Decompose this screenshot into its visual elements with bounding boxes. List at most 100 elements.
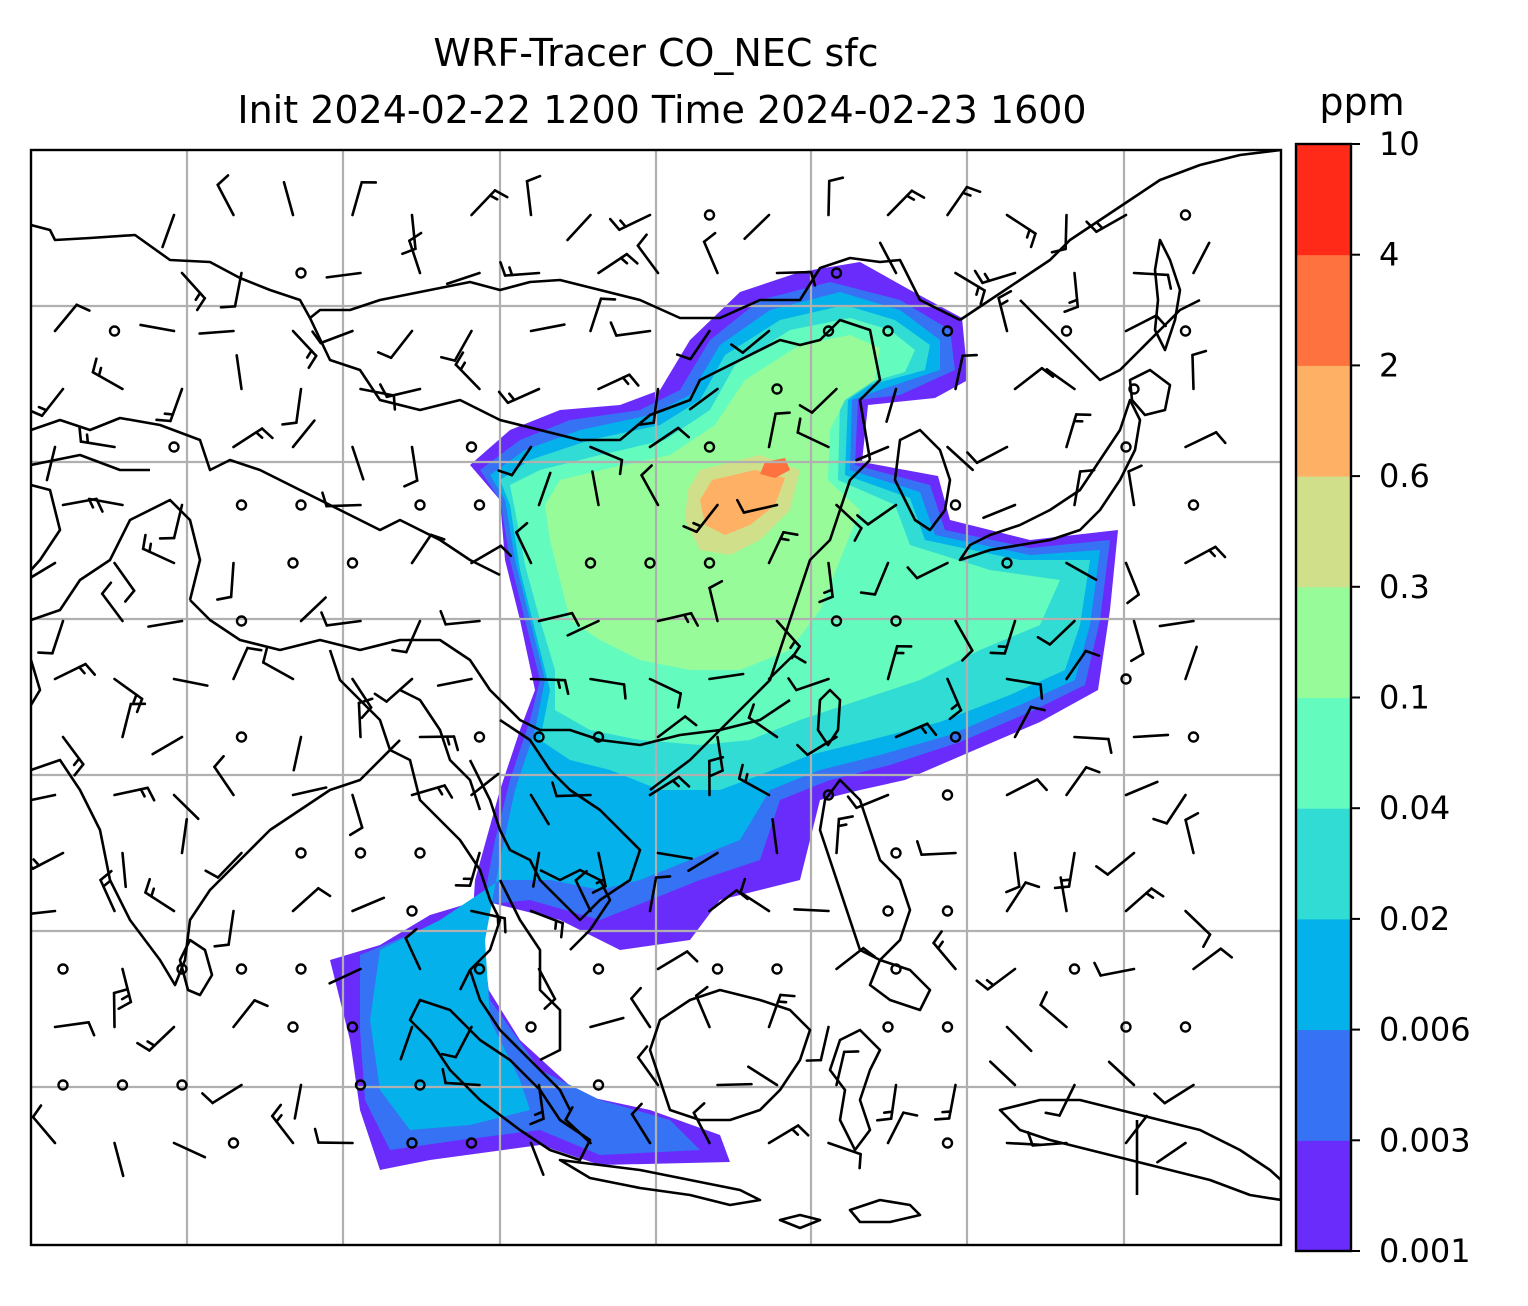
wind-barb [321,491,362,508]
wind-barb [736,498,779,514]
wind-barb [1073,468,1096,507]
wind-barb [537,611,581,627]
wind-barb [198,329,235,335]
wind-barb [410,784,454,799]
wind-barb [436,677,473,687]
wind-barb [61,735,85,777]
wind-barb [946,185,982,217]
wind-barb [216,174,235,217]
wind-barb [144,877,176,913]
wind-barb [313,1127,354,1145]
wind-barb [320,611,362,627]
wind-barb [835,1050,860,1087]
wind-barb [767,653,807,681]
wind-barb [1127,464,1143,507]
wind-barb [1063,271,1080,314]
wind-barb [180,818,189,855]
wind-barb [589,677,627,700]
wind-barb [551,781,592,798]
wind-barb [1152,793,1187,825]
wind-barb [470,544,513,565]
wind-barb [597,252,639,275]
wind-barb [376,329,414,360]
wind-barb [351,896,386,913]
wind-barb [139,323,176,333]
wind-barb [161,213,176,249]
wind-barb [404,927,422,971]
wind-barb [747,1065,779,1087]
wind-barb [204,851,243,879]
wind-barb [113,677,144,714]
calm-wind-circle [1187,731,1200,743]
wind-barb [1005,778,1048,797]
wind-barb [589,297,617,333]
wind-barb [391,619,422,654]
wind-barb [454,351,481,391]
calm-wind-circle [822,789,835,801]
wind-barb [1005,881,1041,913]
concentration-band-0.6 [700,470,785,535]
wind-barb [529,793,550,826]
wind-barb [1107,1060,1136,1087]
wind-barb [591,851,607,894]
figure-title-line1: WRF-Tracer CO_NEC sfc [433,31,878,75]
wind-barb [216,561,235,601]
wind-barb [775,270,817,287]
wind-barb [787,677,830,692]
wind-barb [1095,851,1136,876]
calm-wind-circle [346,1021,359,1033]
island-borneo [648,988,812,1122]
wind-barb [1124,887,1165,913]
wind-barb [213,909,235,948]
island-sakhalin [1153,238,1182,352]
colorbar-tick-label: 10 [1379,125,1420,163]
wind-barb [1093,961,1136,977]
island-sulawesi [828,1028,882,1152]
wind-barb [946,445,974,472]
colorbar-segment [1296,808,1351,920]
wind-barb [688,387,719,411]
wind-barb [53,662,97,681]
wind-barb [1005,851,1021,894]
calm-wind-circle [295,963,307,975]
coastline [1019,298,1201,382]
wind-barb [591,470,600,507]
border-line [31,223,961,322]
wind-barb [856,503,898,526]
wind-barb [1156,1141,1187,1164]
colorbar-segment [1296,144,1351,256]
wind-barb [172,1141,207,1159]
wind-barb [827,1141,862,1170]
wind-barb [497,445,533,477]
colorbar-tick-label: 0.003 [1379,1121,1471,1159]
calm-wind-circle [592,963,605,975]
calm-wind-circle [1128,383,1140,395]
colorbar: ppm 0.001 0.003 0.006 0.02 0.04 0.1 0.3 0.6 2 4 10 [1294,80,1471,1270]
colorbar-tick-label: 0.1 [1379,679,1430,717]
wind-barb [299,596,327,623]
calm-wind-circle [941,325,954,337]
wind-barb [982,503,1017,520]
calm-wind-circle [644,557,656,569]
calm-wind-circle [354,1079,367,1091]
wind-barb [113,561,136,603]
calm-wind-circle [882,1021,894,1033]
wind-barb [357,697,374,739]
calm-wind-circle [949,731,962,743]
calm-wind-circle [287,1021,299,1033]
colorbar-tick-label: 0.3 [1379,568,1430,606]
wind-barb [638,387,660,426]
calm-wind-circle [1068,963,1081,975]
wind-barb [989,619,1017,655]
border-line [328,649,502,991]
colorbar-tick-label: 0.001 [1379,1232,1471,1270]
wind-barb [1153,1083,1195,1105]
wind-barb [796,417,830,449]
calm-wind-circle [703,441,716,453]
wind-barb [796,735,838,757]
wind-barb [1124,314,1167,333]
wind-barb [1124,1114,1149,1145]
wind-symbols [31,174,1234,1178]
colorbar-tick-label: 4 [1379,236,1399,274]
wind-barb [1005,213,1037,249]
